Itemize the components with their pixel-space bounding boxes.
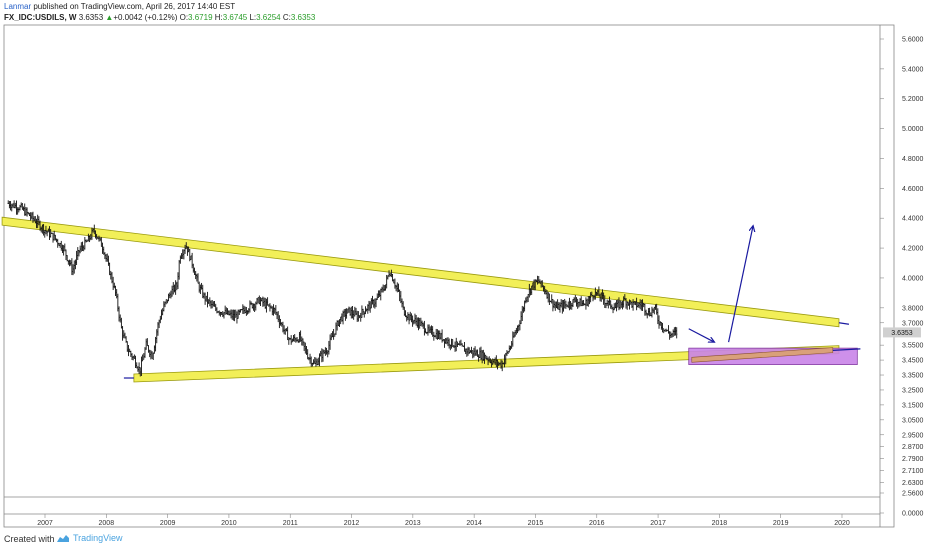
lower-channel-extension bbox=[832, 348, 861, 351]
y-tick-label: 3.4500 bbox=[902, 358, 924, 365]
published-text: published on TradingView.com, April 26, … bbox=[31, 2, 236, 11]
current-price-label: 3.6353 bbox=[891, 330, 913, 337]
y-tick-label: 3.7000 bbox=[902, 320, 924, 327]
change-value: +0.0042 (+0.12%) bbox=[113, 13, 178, 22]
x-tick-label: 2019 bbox=[773, 520, 789, 527]
y-tick-label: 4.2000 bbox=[902, 246, 924, 253]
x-tick-label: 2020 bbox=[834, 520, 850, 527]
plot-area bbox=[3, 24, 895, 528]
y-tick-label: 4.6000 bbox=[902, 186, 924, 193]
high-value: 3.6745 bbox=[222, 13, 248, 22]
change-arrow-icon: ▲ bbox=[105, 13, 114, 22]
symbol-label: FX_IDC:USDILS, W bbox=[4, 13, 77, 22]
x-tick-label: 2018 bbox=[712, 520, 728, 527]
current-price-badge bbox=[883, 327, 921, 338]
low-value: 3.6254 bbox=[256, 13, 281, 22]
target-zone-inner-bar bbox=[691, 347, 834, 363]
close-label: C: bbox=[282, 13, 291, 22]
y-tick-label: 3.0500 bbox=[902, 417, 924, 424]
y-tick-label: 4.0000 bbox=[902, 275, 924, 282]
upper-channel-extension bbox=[838, 322, 850, 325]
tradingview-brand[interactable]: TradingView bbox=[57, 533, 123, 543]
y-tick-label: 2.9500 bbox=[902, 432, 924, 439]
y-tick-label: 2.5600 bbox=[902, 491, 924, 498]
y-tick-label: 5.4000 bbox=[902, 66, 924, 73]
breakout-arrow-up bbox=[727, 226, 754, 343]
y-tick-label: 5.2000 bbox=[902, 96, 924, 103]
ohlc-line: FX_IDC:USDILS, W 3.6353 ▲+0.0042 (+0.12%… bbox=[4, 12, 315, 23]
x-tick-label: 2015 bbox=[528, 520, 544, 527]
low-label: L: bbox=[249, 13, 257, 22]
tradingview-logo-icon bbox=[57, 535, 69, 543]
y-tick-label: 3.2500 bbox=[902, 387, 924, 394]
y-tick-label: 4.8000 bbox=[902, 156, 924, 163]
y-tick-label: 2.7100 bbox=[902, 468, 924, 475]
y-tick-label: 5.6000 bbox=[902, 37, 924, 44]
x-tick-label: 2009 bbox=[160, 520, 176, 527]
last-price: 3.6353 bbox=[78, 13, 104, 22]
y-tick-label: 0.0000 bbox=[902, 511, 924, 518]
x-tick-label: 2011 bbox=[283, 520, 298, 527]
close-value: 3.6353 bbox=[290, 13, 316, 22]
open-label: O: bbox=[179, 13, 189, 22]
x-tick-label: 2014 bbox=[466, 520, 482, 527]
y-tick-label: 5.0000 bbox=[902, 126, 924, 133]
y-tick-label: 2.8700 bbox=[902, 444, 924, 451]
high-label: H: bbox=[214, 13, 223, 22]
y-tick-label: 3.3500 bbox=[902, 373, 924, 380]
x-tick-label: 2010 bbox=[221, 520, 237, 527]
created-with-text: Created with bbox=[4, 534, 55, 544]
x-tick-label: 2016 bbox=[589, 520, 605, 527]
y-tick-label: 3.5500 bbox=[902, 343, 924, 350]
y-tick-label: 3.1500 bbox=[902, 402, 924, 409]
y-tick-label: 4.4000 bbox=[902, 216, 924, 223]
publish-line: Lanmar published on TradingView.com, Apr… bbox=[4, 1, 235, 12]
x-tick-label: 2013 bbox=[405, 520, 421, 527]
tradingview-brand-label: TradingView bbox=[73, 533, 123, 543]
x-tick-label: 2008 bbox=[99, 520, 115, 527]
open-value: 3.6719 bbox=[188, 13, 213, 22]
chart-header: Lanmar published on TradingView.com, Apr… bbox=[0, 0, 932, 24]
pullback-arrow-down bbox=[688, 328, 715, 342]
y-tick-label: 2.6300 bbox=[902, 480, 924, 487]
x-tick-label: 2012 bbox=[344, 520, 360, 527]
chart-footer: Created with TradingView bbox=[0, 530, 932, 550]
x-tick-label: 2017 bbox=[650, 520, 666, 527]
x-tick-label: 2007 bbox=[37, 520, 53, 527]
upper-trend-channel bbox=[1, 216, 840, 328]
author-link[interactable]: Lanmar bbox=[4, 2, 32, 11]
y-tick-label: 3.8000 bbox=[902, 305, 924, 312]
y-tick-label: 2.7900 bbox=[902, 456, 924, 463]
